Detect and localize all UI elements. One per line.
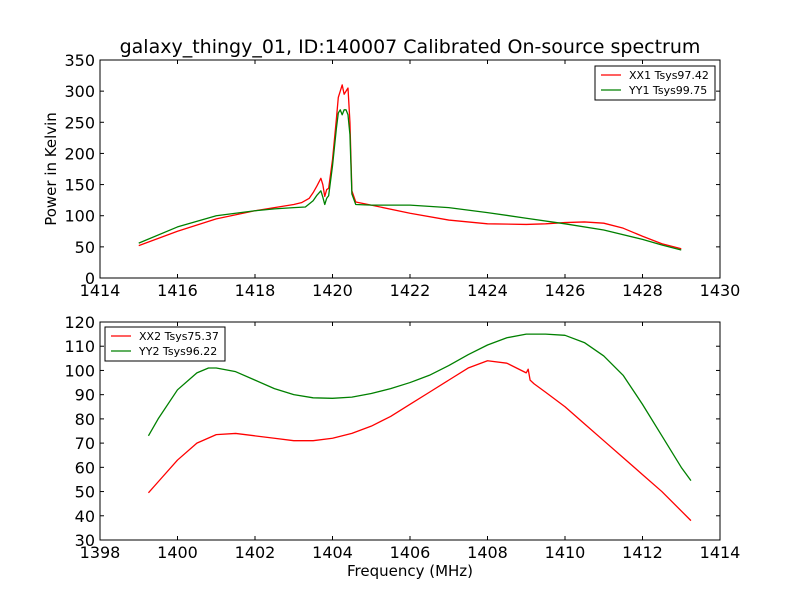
y-tick-label: 90 <box>75 386 95 405</box>
x-tick-label: 1424 <box>467 281 508 300</box>
x-tick-label: 1416 <box>157 281 198 300</box>
y-tick-label: 80 <box>75 410 95 429</box>
y-tick-label: 60 <box>75 458 95 477</box>
y-tick-label: 0 <box>85 269 95 288</box>
x-tick-label: 1408 <box>467 543 508 562</box>
x-tick-label: 1400 <box>157 543 198 562</box>
y-tick-label: 300 <box>64 82 95 101</box>
x-tick-label: 1428 <box>622 281 663 300</box>
series-line-1 <box>147 360 692 522</box>
legend: XX1 Tsys97.42 YY1 Tsys99.75 <box>594 65 716 101</box>
legend-box <box>594 65 716 101</box>
y-tick-label: 150 <box>64 176 95 195</box>
y-tick-label: 110 <box>64 337 95 356</box>
legend-label-2: YY1 Tsys99.75 <box>628 84 707 97</box>
chart-2: 1398 1400 1402 1404 1406 1408 1410 1412 1414 30 40… <box>64 313 740 580</box>
series-line-1 <box>138 84 682 250</box>
y-tick-label: 100 <box>64 361 95 380</box>
x-tick-label: 1410 <box>545 543 586 562</box>
y-tick-label: 120 <box>64 313 95 332</box>
legend-label-2: YY2 Tsys96.22 <box>138 345 217 358</box>
x-tick-label: 1406 <box>390 543 431 562</box>
y-tick-label: 250 <box>64 113 95 132</box>
y-tick-label: 350 <box>64 51 95 70</box>
legend: XX2 Tsys75.37 YY2 Tsys96.22 <box>104 326 226 362</box>
legend-box <box>104 326 226 362</box>
x-tick-label: 1430 <box>700 281 741 300</box>
y-tick-label: 50 <box>75 483 95 502</box>
legend-label-1: XX2 Tsys75.37 <box>139 330 219 343</box>
y-tick-label: 70 <box>75 434 95 453</box>
y-tick-label: 50 <box>75 238 95 257</box>
x-tick-label: 1414 <box>80 281 121 300</box>
x-tick-label: 1418 <box>235 281 276 300</box>
x-tick-label: 1426 <box>545 281 586 300</box>
y-axis-label: Power in Kelvin <box>42 112 60 226</box>
series-line-2 <box>147 333 692 482</box>
x-tick-label: 1404 <box>312 543 353 562</box>
y-tick-label: 40 <box>75 507 95 526</box>
x-tick-label: 1412 <box>622 543 663 562</box>
x-axis-label: Frequency (MHz) <box>347 562 473 580</box>
chart-1: 1414 1416 1418 1420 1422 1424 1426 1428 1430 0 50 1… <box>42 36 740 300</box>
x-tick-label: 1402 <box>235 543 276 562</box>
series-line-2 <box>138 109 682 251</box>
y-tick-label: 200 <box>64 144 95 163</box>
chart-title: galaxy_thingy_01, ID:140007 Calibrated O… <box>120 36 701 58</box>
x-tick-label: 1422 <box>390 281 431 300</box>
y-tick-label: 100 <box>64 207 95 226</box>
legend-label-1: XX1 Tsys97.42 <box>629 69 709 82</box>
y-tick-label: 30 <box>75 531 95 550</box>
x-tick-label: 1420 <box>312 281 353 300</box>
x-tick-label: 1414 <box>700 543 741 562</box>
x-tick-label: 1398 <box>80 543 121 562</box>
